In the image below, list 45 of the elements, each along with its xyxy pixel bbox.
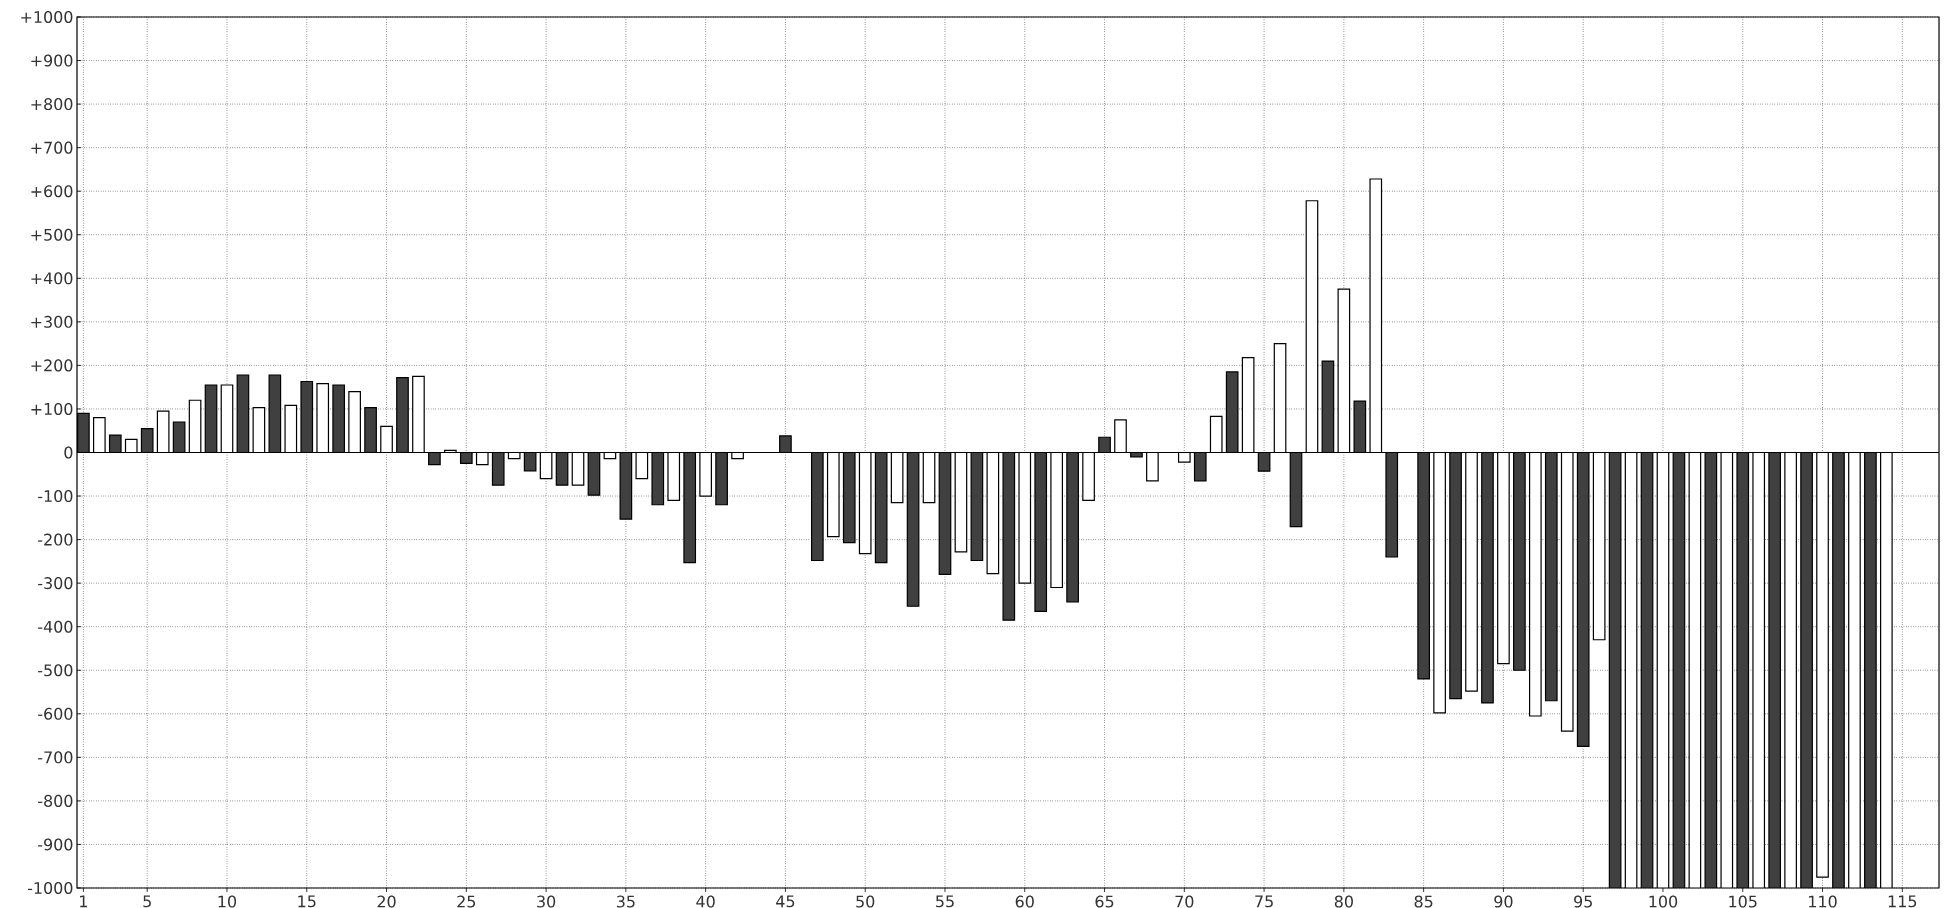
y-tick-label: -800	[38, 794, 73, 807]
x-tick-label: 90	[1494, 895, 1513, 908]
y-tick-label: 0	[64, 446, 73, 459]
y-tick-label: +300	[31, 315, 73, 328]
x-tick-label: 5	[143, 895, 151, 908]
y-tick-label: +700	[31, 141, 73, 154]
y-tick-label: +800	[31, 98, 73, 111]
x-tick-label: 45	[776, 895, 795, 908]
x-tick-label: 1	[80, 895, 87, 908]
x-tick-label: 40	[696, 895, 715, 908]
x-tick-label: 60	[1015, 895, 1034, 908]
x-tick-label: 75	[1255, 895, 1273, 908]
y-tick-label: -500	[38, 664, 73, 677]
x-tick-label: 50	[856, 895, 875, 908]
x-tick-label: 85	[1414, 895, 1433, 908]
x-tick-label: 55	[936, 895, 954, 908]
x-tick-label: 80	[1334, 895, 1353, 908]
y-tick-label: +1000	[21, 10, 73, 24]
x-tick-label: 10	[218, 895, 237, 908]
y-tick-label: +900	[31, 54, 73, 67]
x-tick-label: 115	[1888, 895, 1917, 908]
y-tick-label: -200	[38, 533, 73, 546]
x-tick-label: 105	[1729, 895, 1757, 908]
x-tick-label: 95	[1574, 895, 1592, 908]
y-tick-label: +600	[31, 185, 73, 198]
x-tick-label: 100	[1649, 895, 1678, 908]
y-tick-label: +400	[31, 272, 73, 285]
x-tick-label: 25	[457, 895, 476, 908]
x-tick-label: 110	[1809, 895, 1837, 908]
x-tick-label: 65	[1095, 895, 1114, 908]
y-tick-label: -600	[38, 707, 73, 720]
y-tick-label: +100	[31, 402, 73, 415]
y-tick-label: -1000	[27, 881, 73, 895]
y-tick-label: -100	[38, 490, 73, 503]
x-tick-label: 15	[298, 895, 316, 908]
x-tick-label: 20	[377, 895, 396, 908]
x-tick-label: 70	[1175, 895, 1194, 908]
y-tick-label: +500	[31, 228, 73, 241]
y-tick-label: -300	[38, 577, 73, 590]
y-tick-label: -900	[38, 838, 73, 851]
x-tick-label: 35	[616, 895, 635, 908]
y-tick-label: +200	[31, 359, 73, 372]
y-tick-label: -700	[38, 751, 73, 764]
y-tick-label: -400	[38, 620, 73, 633]
x-tick-label: 30	[537, 895, 556, 908]
